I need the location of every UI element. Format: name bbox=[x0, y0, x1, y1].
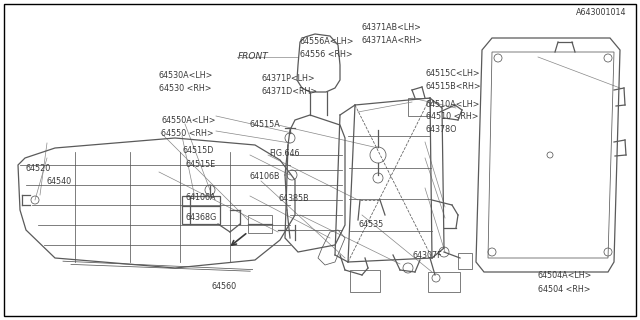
Text: 64515B<RH>: 64515B<RH> bbox=[426, 82, 481, 91]
Text: 64385B: 64385B bbox=[278, 194, 309, 203]
Text: 64371P<LH>: 64371P<LH> bbox=[261, 74, 315, 83]
Bar bbox=[248, 215, 272, 233]
Text: 64371AB<LH>: 64371AB<LH> bbox=[362, 23, 422, 32]
Text: 64371AA<RH>: 64371AA<RH> bbox=[362, 36, 423, 45]
Text: 64550A<LH>: 64550A<LH> bbox=[161, 116, 216, 124]
Text: 64520: 64520 bbox=[26, 164, 51, 172]
Text: FIG.646: FIG.646 bbox=[269, 149, 300, 158]
Bar bbox=[458, 253, 472, 269]
Text: 64368G: 64368G bbox=[185, 213, 216, 222]
Text: 64378O: 64378O bbox=[426, 125, 457, 134]
Text: 64504A<LH>: 64504A<LH> bbox=[538, 271, 592, 280]
Text: 64540: 64540 bbox=[47, 177, 72, 186]
Text: 64556 <RH>: 64556 <RH> bbox=[300, 50, 352, 59]
Text: 64515A: 64515A bbox=[250, 120, 280, 129]
Bar bbox=[408, 98, 430, 116]
Text: 64106B: 64106B bbox=[250, 172, 280, 181]
Text: 64106A: 64106A bbox=[186, 193, 216, 202]
Bar bbox=[182, 196, 220, 224]
Text: 64556A<LH>: 64556A<LH> bbox=[300, 37, 354, 46]
Text: 64371D<RH>: 64371D<RH> bbox=[261, 87, 317, 96]
Text: 64504 <RH>: 64504 <RH> bbox=[538, 285, 590, 294]
Text: 64510A<LH>: 64510A<LH> bbox=[426, 100, 480, 108]
Text: 64530A<LH>: 64530A<LH> bbox=[159, 71, 213, 80]
Text: 64515C<LH>: 64515C<LH> bbox=[426, 69, 480, 78]
Bar bbox=[350, 270, 380, 292]
Text: FRONT: FRONT bbox=[238, 52, 269, 60]
Text: 64535: 64535 bbox=[358, 220, 383, 228]
Text: 64550 <RH>: 64550 <RH> bbox=[161, 129, 214, 138]
Text: 64307F: 64307F bbox=[413, 252, 442, 260]
Text: 64530 <RH>: 64530 <RH> bbox=[159, 84, 211, 93]
Text: A643001014: A643001014 bbox=[576, 8, 627, 17]
Bar bbox=[428, 272, 460, 292]
Text: 64515D: 64515D bbox=[182, 146, 214, 155]
Text: 64510 <RH>: 64510 <RH> bbox=[426, 112, 478, 121]
Text: 64515E: 64515E bbox=[186, 160, 216, 169]
Text: 64560: 64560 bbox=[212, 282, 237, 291]
